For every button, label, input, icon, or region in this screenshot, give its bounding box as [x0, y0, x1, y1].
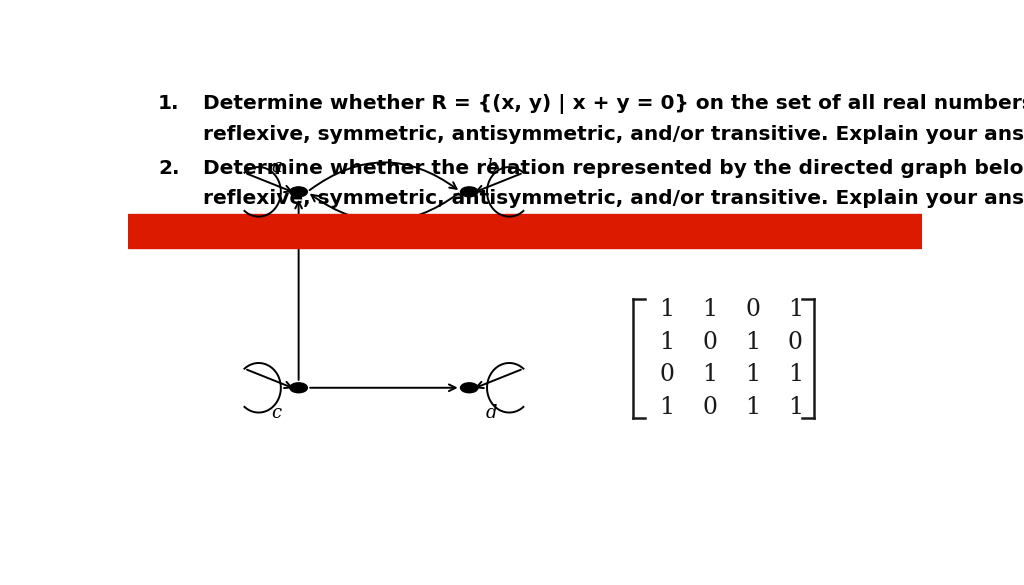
Bar [128, 214, 922, 248]
Text: 1: 1 [787, 363, 803, 386]
Text: b: b [485, 158, 498, 176]
Text: 1: 1 [787, 298, 803, 321]
Text: reflexive, symmetric, antisymmetric, and/or transitive. Explain your answer.: reflexive, symmetric, antisymmetric, and… [204, 189, 1024, 208]
Text: c: c [271, 404, 282, 422]
Text: reflexive, symmetric, antisymmetric, and/or transitive. Explain your answer.: reflexive, symmetric, antisymmetric, and… [204, 125, 1024, 144]
Text: 0: 0 [702, 331, 717, 354]
Text: 1: 1 [745, 363, 760, 386]
Text: 0: 0 [787, 331, 803, 354]
Text: 1: 1 [745, 331, 760, 354]
Text: 1: 1 [702, 363, 717, 386]
Text: Determine whether the relation represented by the directed graph below is: Determine whether the relation represent… [204, 159, 1024, 178]
Text: 1: 1 [787, 395, 803, 419]
Text: 1: 1 [659, 298, 675, 321]
Text: d: d [485, 404, 498, 422]
Text: 0: 0 [745, 298, 760, 321]
Text: 1: 1 [659, 331, 675, 354]
Circle shape [290, 187, 307, 197]
Text: 0: 0 [702, 395, 717, 419]
Text: 1: 1 [659, 395, 675, 419]
Circle shape [461, 187, 478, 197]
Text: a: a [271, 158, 282, 176]
Text: 2.: 2. [158, 159, 179, 178]
Circle shape [461, 383, 478, 393]
Text: 1.: 1. [158, 95, 179, 113]
Text: Determine whether R = {(x, y) | x + y = 0} on the set of all real numbers is: Determine whether R = {(x, y) | x + y = … [204, 94, 1024, 114]
Text: 1: 1 [702, 298, 717, 321]
Circle shape [290, 383, 307, 393]
Text: 0: 0 [659, 363, 675, 386]
Text: 1: 1 [745, 395, 760, 419]
